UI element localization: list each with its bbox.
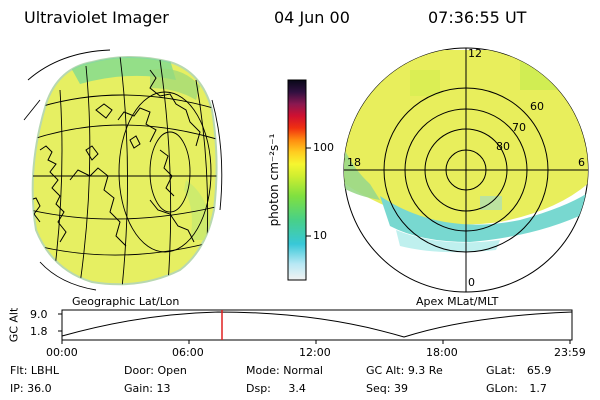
orbit-altitude-curve [61, 311, 573, 338]
time-label: 07:36:55 UT [428, 8, 527, 27]
instrument-title: Ultraviolet Imager [24, 8, 169, 27]
geographic-caption: Geographic Lat/Lon [72, 295, 180, 308]
geographic-image [23, 49, 223, 291]
colorbar-label-10: 10 [313, 229, 327, 242]
mlat-label-80: 80 [496, 140, 510, 153]
apex-polar-plot [343, 47, 589, 293]
apex-caption: Apex MLat/MLT [416, 295, 499, 308]
colorbar-label-100: 100 [313, 141, 334, 154]
time-tick-1800: 18:00 [426, 346, 458, 359]
time-tick-0600: 06:00 [172, 346, 204, 359]
status-dsp: Dsp: 3.4 [246, 382, 306, 395]
color-scale-bar [287, 79, 307, 281]
mlt-label-noon: 12 [468, 47, 482, 60]
mlt-label-dawn: 6 [578, 156, 585, 169]
status-mode: Mode: Normal [246, 364, 323, 377]
altitude-tick-9: 9.0 [30, 308, 48, 321]
mlat-label-60: 60 [530, 100, 544, 113]
time-tick-1200: 12:00 [299, 346, 331, 359]
status-glat: GLat: 65.9 [486, 364, 552, 377]
mlt-label-dusk: 18 [347, 156, 361, 169]
altitude-axis-label: GC Alt [7, 307, 21, 343]
status-glon: GLon: 1.7 [486, 382, 547, 395]
time-tick-0000: 00:00 [46, 346, 78, 359]
status-door: Door: Open [124, 364, 187, 377]
mlat-label-70: 70 [512, 121, 526, 134]
altitude-plot [58, 309, 573, 344]
status-ip: IP: 36.0 [10, 382, 52, 395]
altitude-tick-1-8: 1.8 [30, 325, 48, 338]
status-filter: Flt: LBHL [10, 364, 59, 377]
status-gc-alt: GC Alt: 9.3 Re [366, 364, 443, 377]
time-tick-2359: 23:59 [554, 346, 586, 359]
mlt-label-midnight: 0 [468, 276, 475, 289]
date-label: 04 Jun 00 [274, 8, 350, 27]
status-seq: Seq: 39 [366, 382, 408, 395]
colorbar-unit-label: photon cm⁻²s⁻¹ [267, 133, 281, 227]
status-gain: Gain: 13 [124, 382, 171, 395]
